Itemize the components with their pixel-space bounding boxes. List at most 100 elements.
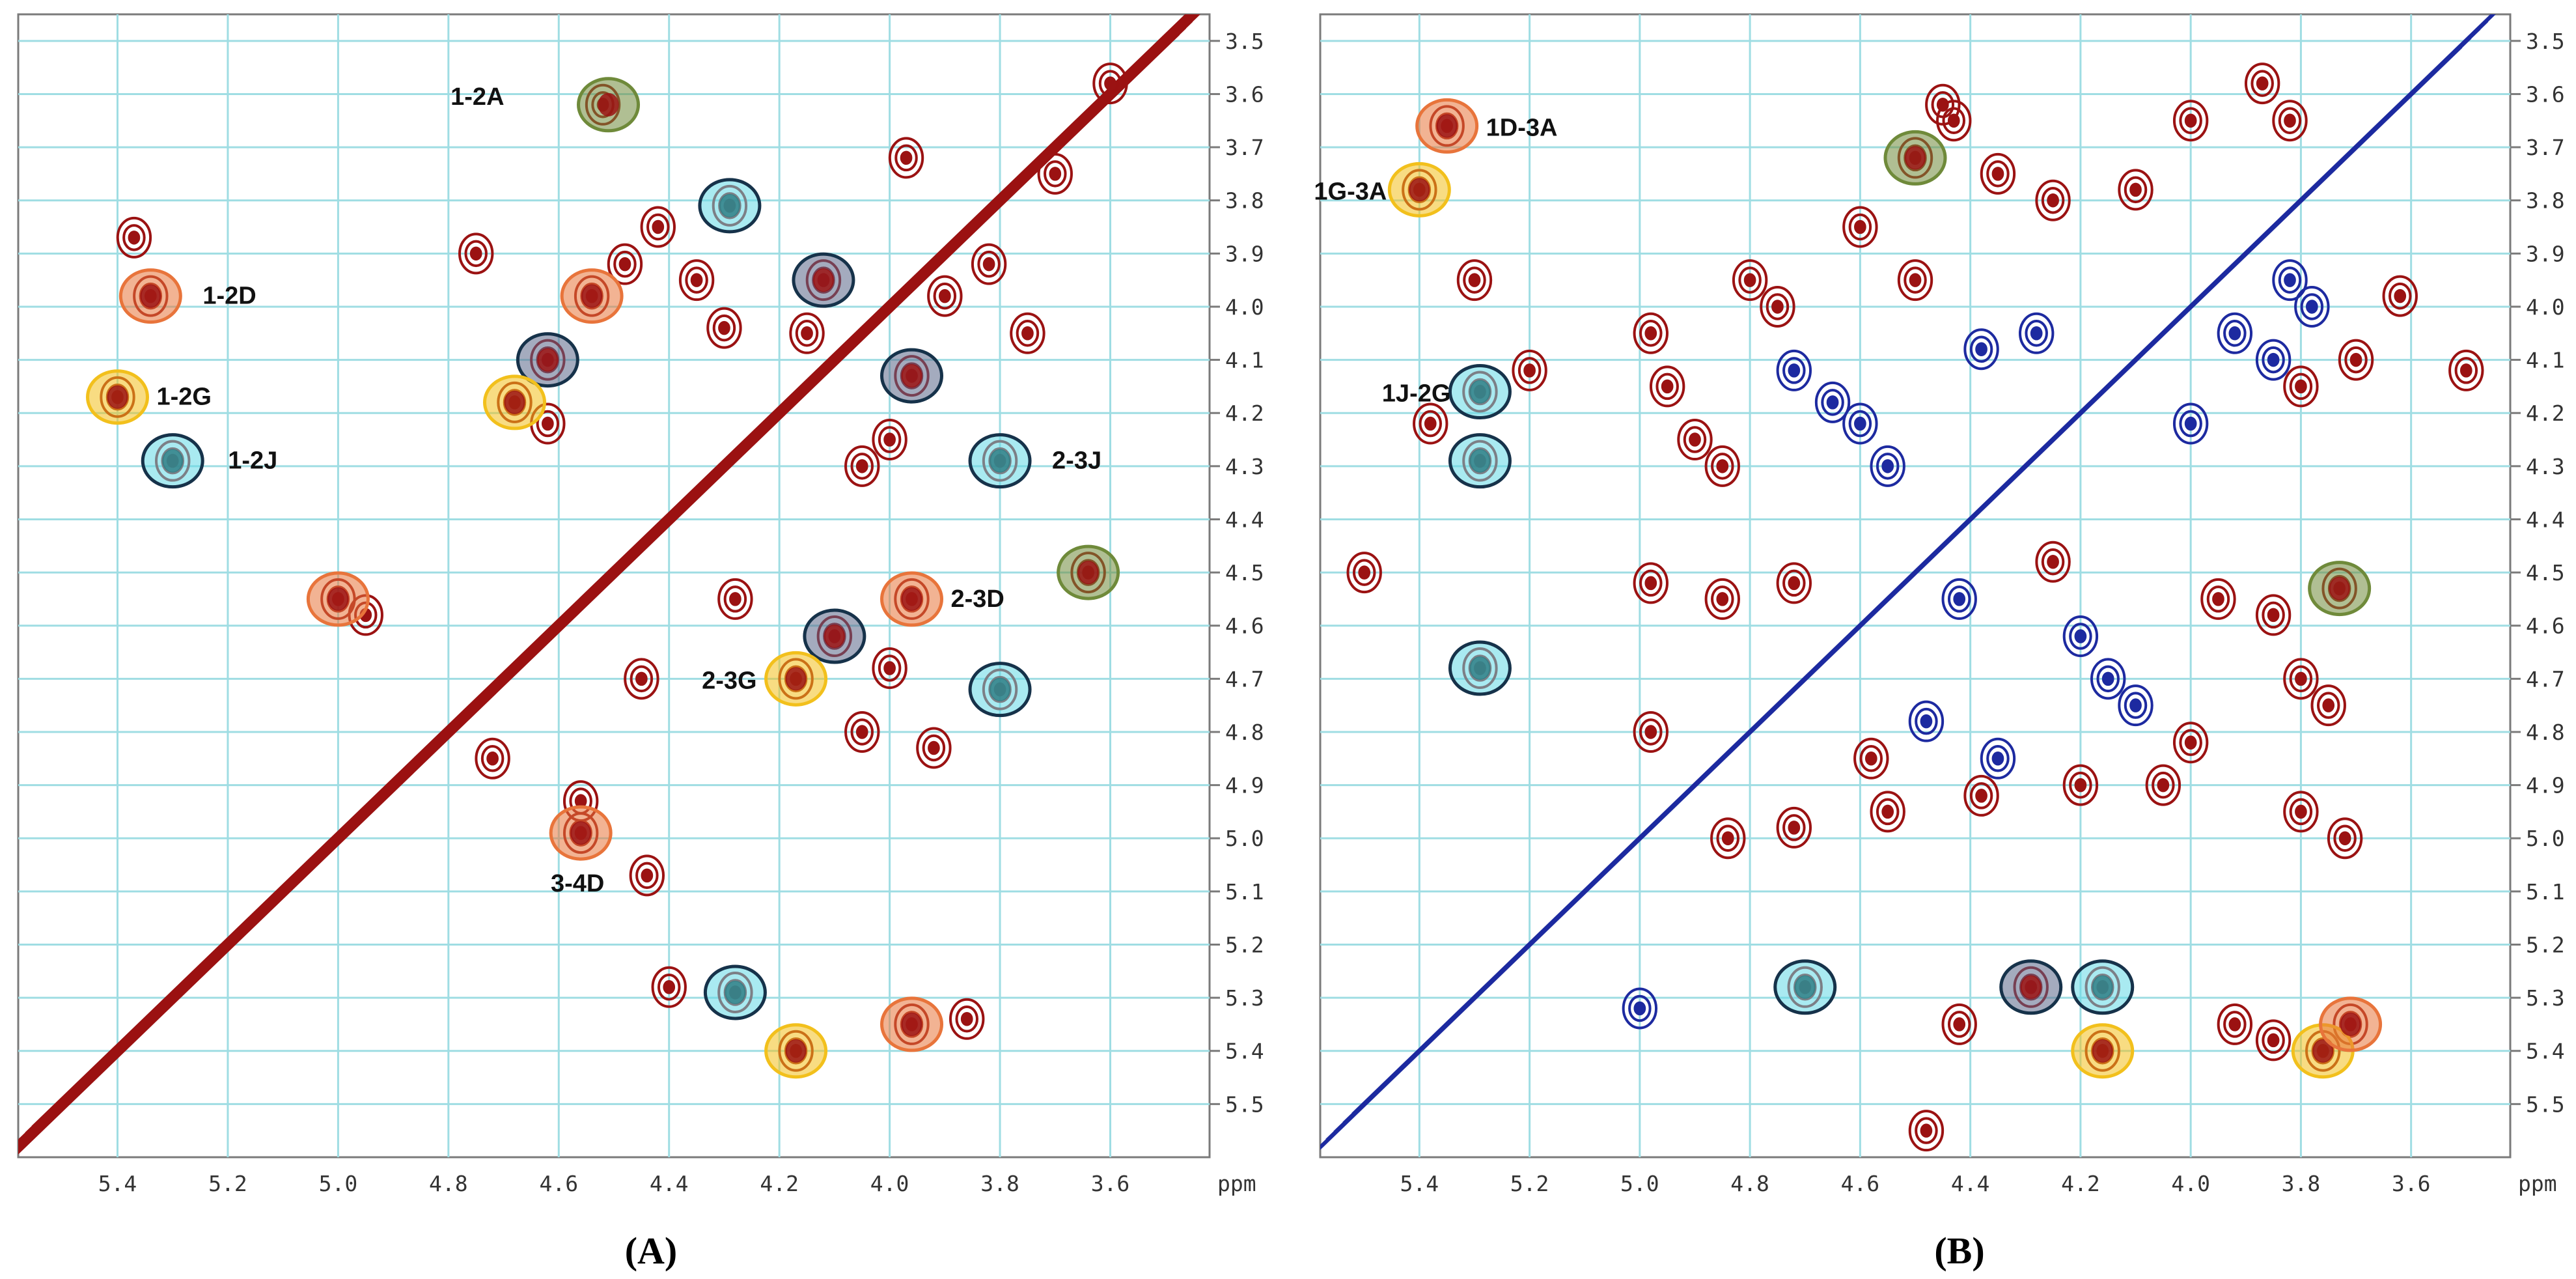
contour-peak: [717, 578, 753, 620]
highlight-peak: [2312, 1039, 2334, 1063]
contour-peak: [2262, 346, 2285, 374]
peak-label: 3-4D: [551, 870, 604, 897]
y-tick-label: 4.6: [2526, 613, 2565, 639]
y-tick-label: 5.5: [1225, 1091, 1264, 1117]
contour-peak: [635, 671, 648, 686]
contour-peak: [1876, 798, 1900, 826]
contour-peak: [678, 259, 715, 302]
y-tick-label: 5.1: [2526, 879, 2565, 905]
contour-peak: [1842, 402, 1878, 445]
x-tick-label: 3.8: [980, 1171, 1019, 1196]
contour-peak: [2152, 771, 2175, 799]
contour-peak: [2289, 665, 2313, 693]
highlight-peak: [162, 449, 184, 473]
contour-peak: [2179, 729, 2202, 757]
highlight-peak: [901, 364, 922, 388]
peak-label: 2-3D: [951, 585, 1004, 613]
contour-peak: [2172, 722, 2209, 764]
highlight-peak: [1469, 380, 1491, 404]
x-tick-label: 3.6: [1091, 1171, 1130, 1196]
contour-peak: [2062, 764, 2099, 806]
peak-label: 1G-3A: [1314, 178, 1387, 205]
contour-peak: [888, 137, 924, 179]
contour-peak: [933, 282, 957, 310]
contour-peak: [844, 710, 880, 753]
contour-peak: [2090, 658, 2126, 700]
contour-peak: [652, 219, 665, 234]
contour-peak: [1633, 1001, 1646, 1016]
contour-peak: [1909, 273, 1922, 287]
contour-peak: [646, 213, 670, 241]
contour-peak: [1980, 737, 2016, 780]
contour-peak: [1776, 349, 1812, 391]
contour-peak: [663, 980, 676, 994]
contour-peak: [629, 854, 665, 897]
y-tick-label: 4.2: [2526, 401, 2565, 426]
contour-peak: [2322, 698, 2335, 712]
contour-peak: [2283, 365, 2319, 408]
contour-peak: [1776, 562, 1812, 604]
y-tick-label: 4.3: [2526, 454, 2565, 479]
y-tick-label: 3.8: [1225, 188, 1264, 214]
contour-peak: [2184, 113, 2197, 128]
contour-peak: [2289, 798, 2313, 826]
contour-peak: [2062, 615, 2099, 658]
contour-peak: [685, 266, 708, 294]
contour-peak: [1953, 1017, 1966, 1032]
contour-peak: [916, 727, 952, 769]
contour-peak: [122, 224, 146, 251]
y-tick-label: 4.0: [2526, 294, 2565, 320]
x-tick-label: 4.4: [650, 1171, 689, 1196]
peak-label: 1-2G: [157, 384, 212, 411]
contour-peak: [458, 232, 494, 275]
highlight-peak: [2340, 1012, 2361, 1036]
contour-peak: [977, 250, 1001, 278]
highlight-peak: [824, 625, 845, 649]
contour-peak: [1419, 410, 1443, 438]
contour-peak: [2228, 326, 2241, 341]
contour-peak: [1969, 782, 1993, 809]
contour-peak: [894, 144, 918, 172]
contour-peak: [1016, 320, 1040, 347]
highlight-peak: [901, 587, 922, 611]
contour-peak: [2256, 76, 2269, 91]
contour-peak: [541, 416, 554, 431]
contour-peak: [1953, 592, 1966, 606]
contour-peak: [1941, 578, 1977, 620]
contour-peak: [1915, 707, 1938, 735]
contour-peak: [922, 734, 946, 762]
contour-peak: [2459, 363, 2472, 378]
y-tick-label: 3.7: [1225, 135, 1264, 160]
contour-peak: [128, 231, 141, 245]
contour-peak: [2228, 1017, 2241, 1032]
contour-peak: [2262, 1026, 2285, 1054]
contour-peak: [1766, 293, 1790, 320]
contour-peak: [480, 745, 505, 772]
contour-peak: [1639, 569, 1663, 597]
contour-peak: [1947, 1011, 1971, 1038]
highlight-peak: [725, 980, 746, 1004]
contour-peak: [2206, 585, 2230, 613]
contour-peak: [900, 150, 913, 165]
contour-peak: [1991, 167, 2004, 181]
contour-peak: [2272, 259, 2308, 302]
contour-peak: [1969, 335, 1993, 363]
peak-label: 2-3J: [1052, 447, 1101, 475]
contour-peak: [801, 326, 813, 341]
contour-peak: [2284, 273, 2296, 287]
contour-peak: [2283, 791, 2319, 833]
y-tick-label: 5.1: [1225, 879, 1264, 905]
contour-peak: [2200, 578, 2236, 620]
x-tick-label: 5.4: [1400, 1171, 1439, 1196]
contour-peak: [1649, 365, 1685, 408]
contour-peak: [574, 794, 587, 808]
contour-peak: [855, 459, 868, 473]
contour-peak: [844, 445, 880, 487]
contour-peak: [2344, 346, 2368, 374]
contour-peak: [464, 240, 488, 268]
contour-peak: [1738, 266, 1762, 294]
contour-peak: [1743, 273, 1756, 287]
y-tick-label: 4.5: [2526, 560, 2565, 585]
contour-peak: [2172, 100, 2209, 142]
y-tick-label: 5.4: [2526, 1039, 2565, 1064]
